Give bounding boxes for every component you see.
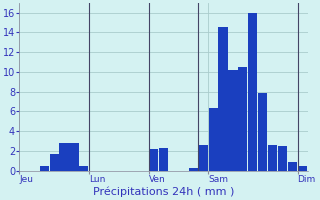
Bar [50, 154, 59, 171]
Bar [40, 166, 49, 171]
Bar [199, 145, 208, 171]
Bar [79, 166, 89, 171]
Bar [189, 168, 198, 171]
Bar [248, 13, 257, 171]
Bar [209, 108, 218, 171]
Bar [149, 149, 158, 171]
Bar [219, 27, 228, 171]
Bar [288, 162, 297, 171]
Bar [159, 148, 168, 171]
Bar [60, 143, 68, 171]
Bar [69, 143, 78, 171]
Bar [278, 146, 287, 171]
Bar [268, 145, 277, 171]
X-axis label: Précipitations 24h ( mm ): Précipitations 24h ( mm ) [93, 187, 234, 197]
Bar [228, 70, 237, 171]
Bar [298, 166, 307, 171]
Bar [238, 67, 247, 171]
Bar [258, 93, 268, 171]
